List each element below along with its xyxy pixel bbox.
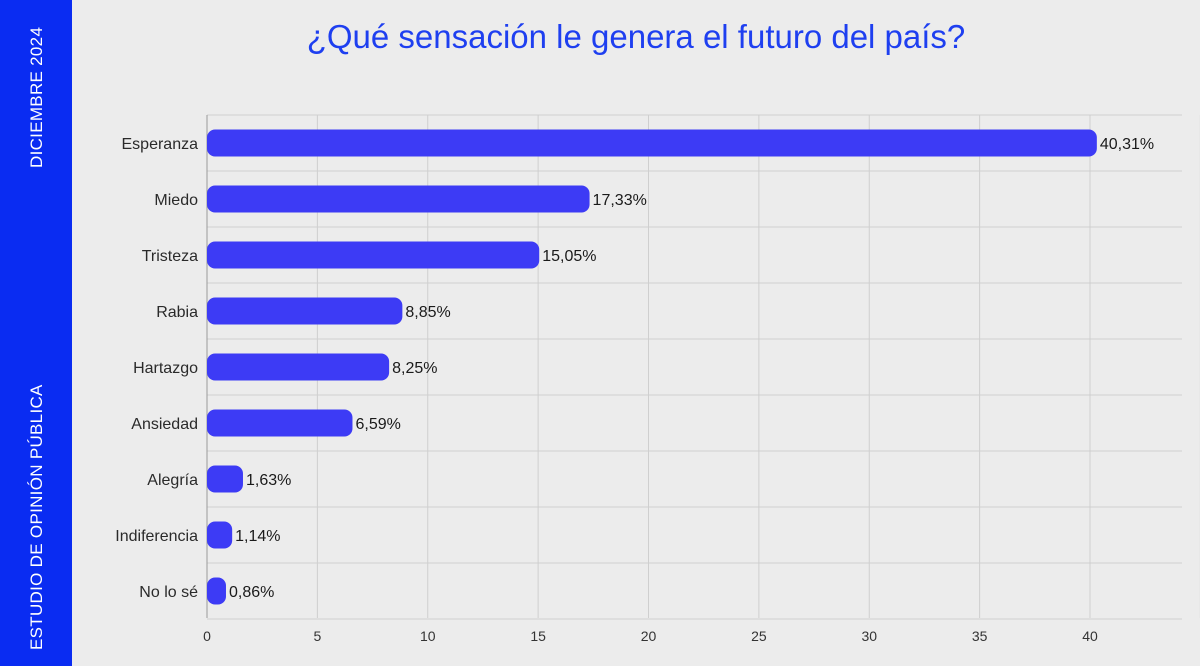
- category-label: Miedo: [154, 192, 198, 209]
- bar: [207, 577, 226, 605]
- x-tick-label: 20: [641, 628, 657, 644]
- bar: [207, 409, 353, 437]
- bar: [207, 465, 243, 493]
- value-label: 8,85%: [405, 304, 450, 321]
- value-label: 17,33%: [593, 192, 647, 209]
- x-tick-label: 25: [751, 628, 767, 644]
- x-tick-label: 5: [313, 628, 321, 644]
- value-label: 40,31%: [1100, 136, 1154, 153]
- side-band: DICIEMBRE 2024 ESTUDIO DE OPINIÓN PÚBLIC…: [0, 0, 72, 666]
- bar: [207, 185, 590, 213]
- category-label: Hartazgo: [133, 360, 198, 377]
- value-label: 1,14%: [235, 528, 280, 545]
- category-label: Indiferencia: [115, 528, 198, 545]
- category-label: Tristeza: [142, 248, 198, 265]
- x-tick-label: 15: [530, 628, 546, 644]
- category-label: Ansiedad: [131, 416, 198, 433]
- bar: [207, 297, 403, 325]
- value-label: 6,59%: [355, 416, 400, 433]
- bar: [207, 521, 233, 549]
- x-tick-label: 10: [420, 628, 436, 644]
- value-label: 8,25%: [392, 360, 437, 377]
- category-label: Alegría: [147, 472, 198, 489]
- chart-title: ¿Qué sensación le genera el futuro del p…: [306, 18, 966, 55]
- x-tick-label: 30: [861, 628, 877, 644]
- category-label: Rabia: [156, 304, 198, 321]
- value-label: 0,86%: [229, 584, 274, 601]
- bar: [207, 241, 540, 269]
- value-label: 15,05%: [542, 248, 596, 265]
- category-label: No lo sé: [139, 584, 198, 601]
- x-tick-label: 40: [1082, 628, 1098, 644]
- bar: [207, 353, 390, 381]
- category-label: Esperanza: [122, 136, 199, 153]
- x-tick-label: 0: [203, 628, 211, 644]
- x-tick-label: 35: [972, 628, 988, 644]
- bar: [207, 129, 1097, 157]
- value-label: 1,63%: [246, 472, 291, 489]
